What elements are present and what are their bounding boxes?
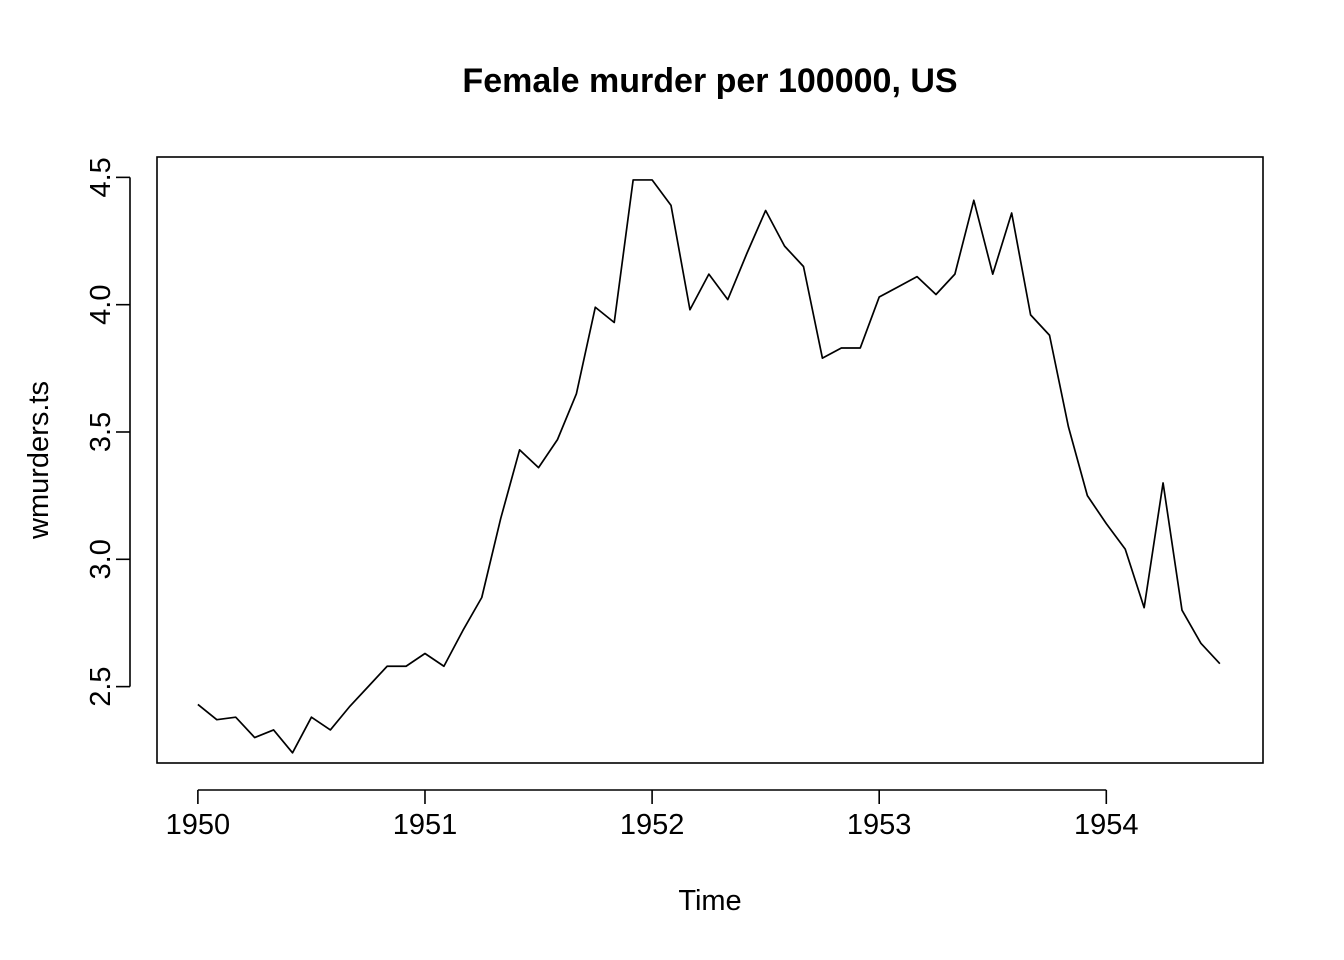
- y-axis: 2.5 3.0 3.5 4.0 4.5: [85, 157, 131, 707]
- x-tick-label: 1950: [166, 809, 231, 841]
- x-tick-label: 1953: [847, 809, 912, 841]
- x-axis-label: Time: [678, 885, 741, 917]
- y-tick-label: 4.0: [85, 285, 117, 325]
- x-axis: 1950 1951 1952 1953 1954: [166, 789, 1139, 841]
- y-tick-label: 2.5: [85, 666, 117, 706]
- y-tick-label: 4.5: [85, 157, 117, 197]
- x-tick-label: 1952: [620, 809, 685, 841]
- y-tick-label: 3.0: [85, 539, 117, 579]
- y-tick-label: 3.5: [85, 412, 117, 452]
- y-axis-label: wmurders.ts: [23, 381, 55, 540]
- x-tick-label: 1951: [393, 809, 458, 841]
- series-group: [197, 179, 1221, 754]
- x-tick-label: 1954: [1074, 809, 1139, 841]
- series-line: [197, 179, 1221, 754]
- chart-title: Female murder per 100000, US: [462, 62, 957, 100]
- plot-frame: [156, 156, 1264, 764]
